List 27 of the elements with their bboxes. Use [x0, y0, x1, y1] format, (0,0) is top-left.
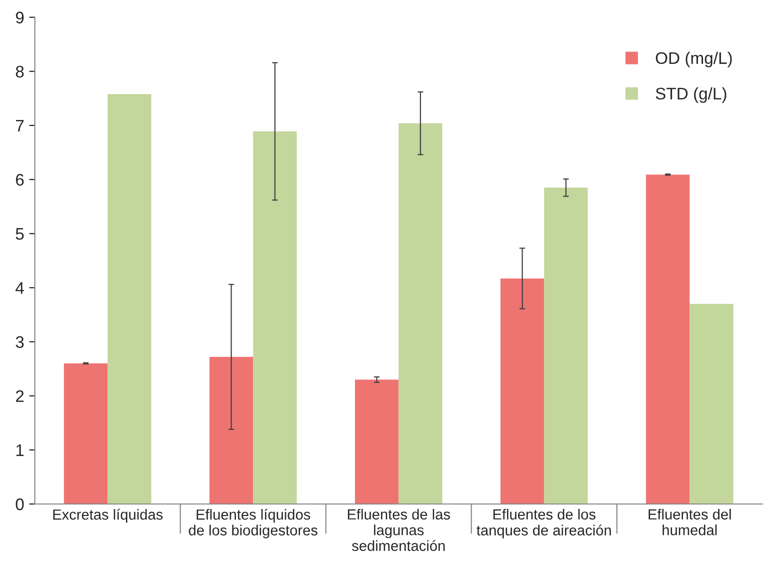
y-tick-label: 7 [16, 120, 24, 132]
x-tick-label: Efluentes de los tanques de aireación [476, 508, 611, 538]
y-tick-label: 1 [16, 444, 24, 456]
y-tick-label: 3 [16, 336, 24, 348]
y-tick-label: 2 [16, 390, 24, 402]
bar [64, 363, 108, 504]
bar [253, 131, 297, 504]
x-tick-label: Efluentes de las lagunas sedimentación [348, 508, 450, 551]
x-tick-label: Efluentes del humedal [648, 508, 731, 536]
y-tick-label: 6 [16, 174, 24, 186]
bar [544, 188, 588, 504]
y-tick-label: 0 [16, 498, 24, 510]
bar [354, 380, 399, 504]
bar [646, 174, 690, 504]
x-tick-label: Efluentes líquidos de los biodigestores [188, 508, 318, 538]
y-tick-label: 4 [16, 282, 24, 294]
y-tick-label: 5 [16, 228, 24, 240]
bar [398, 123, 442, 504]
bar [108, 94, 152, 504]
y-tick-label: 8 [16, 66, 24, 78]
legend-label: OD (mg/L) [656, 52, 732, 68]
x-tick-label: Excretas líquidas [53, 508, 163, 523]
bar [690, 304, 734, 504]
y-tick-label: 9 [16, 12, 24, 24]
bar [209, 356, 254, 504]
bar [500, 278, 544, 504]
legend-label: STD (g/L) [656, 87, 726, 103]
